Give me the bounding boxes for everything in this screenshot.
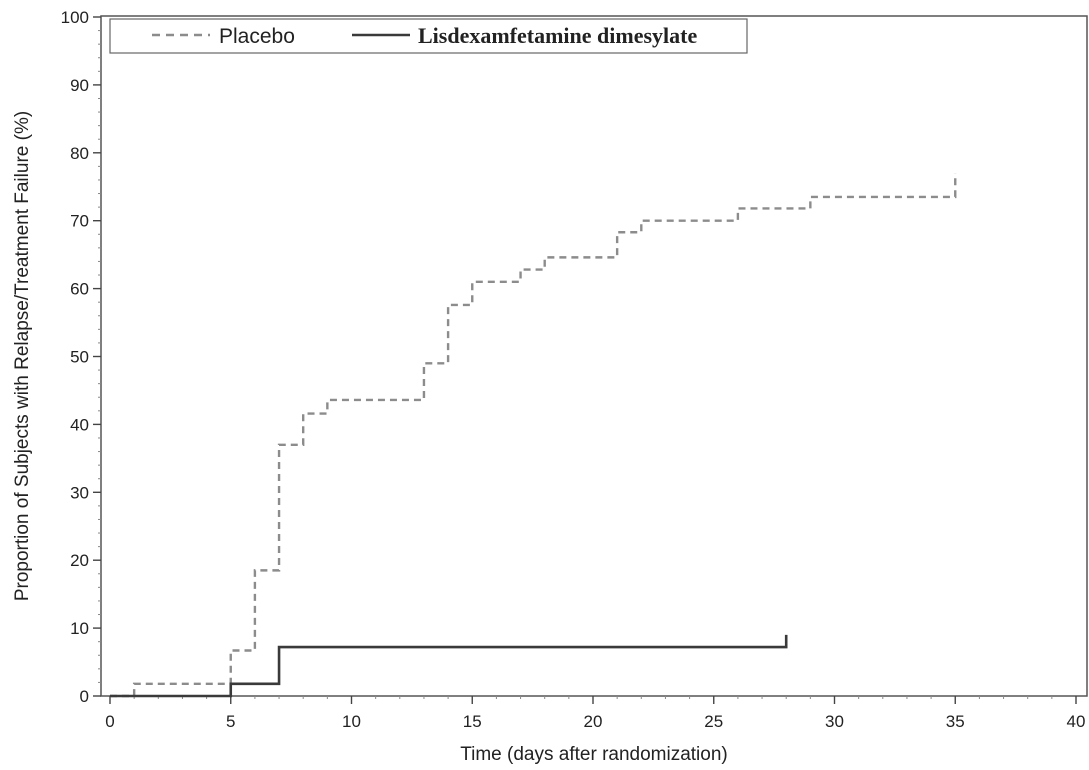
x-tick-label: 5: [226, 712, 235, 731]
placebo-series-line: [110, 173, 957, 698]
x-tick-label: 0: [105, 712, 114, 731]
x-axis-title: Time (days after randomization): [460, 744, 728, 765]
y-tick-label: 0: [80, 687, 89, 706]
x-tick-label: 25: [704, 712, 723, 731]
plot-frame: [100, 15, 1088, 697]
y-tick-label: 100: [61, 8, 89, 27]
y-tick-label: 70: [70, 212, 89, 231]
y-tick-label: 80: [70, 144, 89, 163]
y-tick-label: 60: [70, 280, 89, 299]
y-tick-label: 20: [70, 551, 89, 570]
x-tick-label: 10: [342, 712, 361, 731]
y-tick-label: 40: [70, 415, 89, 434]
series-lines: [110, 173, 957, 698]
y-tick-label: 90: [70, 76, 89, 95]
legend-label-lisdexamfetamine: Lisdexamfetamine dimesylate: [418, 23, 697, 48]
legend: Placebo Lisdexamfetamine dimesylate: [109, 18, 748, 54]
x-tick-label: 15: [463, 712, 482, 731]
y-tick-label: 30: [70, 483, 89, 502]
lisdexamfetamine-series-line: [110, 634, 788, 698]
x-tick-label: 30: [825, 712, 844, 731]
legend-label-placebo: Placebo: [219, 25, 295, 48]
y-tick-label: 50: [70, 348, 89, 367]
axis-ticks: 0 5 10 15 20 25 30 35 40 0 10 20 30 40 50 60 70 80 90 100: [61, 8, 1086, 731]
y-tick-label: 10: [70, 619, 89, 638]
x-tick-label: 35: [946, 712, 965, 731]
x-tick-label: 40: [1067, 712, 1086, 731]
y-axis-title: Proportion of Subjects with Relapse/Trea…: [12, 111, 33, 601]
x-tick-label: 20: [584, 712, 603, 731]
legend-box: [109, 18, 748, 54]
